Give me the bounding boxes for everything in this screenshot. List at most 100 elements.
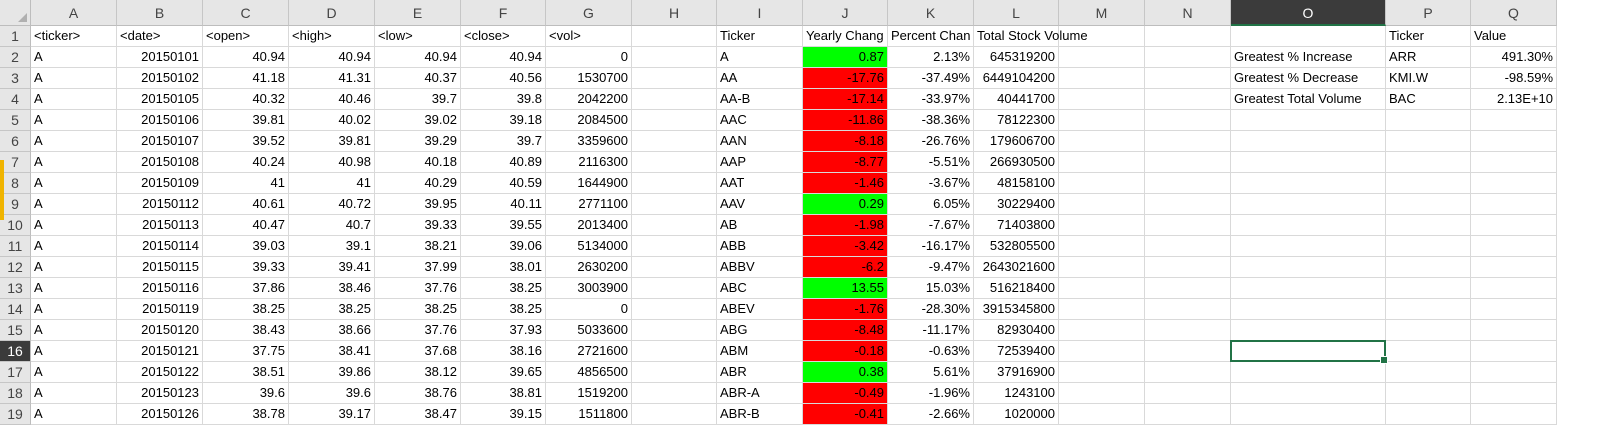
cell-m12[interactable] xyxy=(1059,257,1145,278)
data-cell-c[interactable]: 38.25 xyxy=(203,299,289,320)
column-header-c[interactable]: C xyxy=(203,0,289,26)
data-cell-f[interactable]: 40.11 xyxy=(461,194,546,215)
column-header-l[interactable]: L xyxy=(974,0,1059,26)
cell-o6[interactable] xyxy=(1231,131,1386,152)
row-header-5[interactable]: 5 xyxy=(0,110,31,131)
cell-o8[interactable] xyxy=(1231,173,1386,194)
data-cell-a[interactable]: A xyxy=(31,173,117,194)
data-cell-c[interactable]: 37.75 xyxy=(203,341,289,362)
data-cell-c[interactable]: 41 xyxy=(203,173,289,194)
cell-n16[interactable] xyxy=(1145,341,1231,362)
data-cell-f[interactable]: 38.16 xyxy=(461,341,546,362)
data-cell-c[interactable]: 40.32 xyxy=(203,89,289,110)
data-cell-e[interactable]: 39.29 xyxy=(375,131,461,152)
row-header-16[interactable]: 16 xyxy=(0,341,31,362)
data-cell-d[interactable]: 38.66 xyxy=(289,320,375,341)
cell-q18[interactable] xyxy=(1471,383,1557,404)
header-cell-e[interactable]: <low> xyxy=(375,26,461,47)
cell-q12[interactable] xyxy=(1471,257,1557,278)
data-cell-d[interactable]: 39.6 xyxy=(289,383,375,404)
data-cell-e[interactable]: 39.33 xyxy=(375,215,461,236)
cell-m19[interactable] xyxy=(1059,404,1145,425)
greatest-value-cell[interactable]: 2.13E+10 xyxy=(1471,89,1557,110)
data-cell-f[interactable]: 39.55 xyxy=(461,215,546,236)
cell-p6[interactable] xyxy=(1386,131,1471,152)
yearly-change-cell[interactable]: -6.2 xyxy=(803,257,888,278)
data-cell-d[interactable]: 40.46 xyxy=(289,89,375,110)
cell-o1[interactable] xyxy=(1231,26,1386,47)
greatest-ticker-cell[interactable]: ARR xyxy=(1386,47,1471,68)
data-cell-a[interactable]: A xyxy=(31,257,117,278)
column-header-m[interactable]: M xyxy=(1059,0,1145,26)
header-cell-b[interactable]: <date> xyxy=(117,26,203,47)
data-cell-f[interactable]: 38.01 xyxy=(461,257,546,278)
cell-h8[interactable] xyxy=(632,173,717,194)
row-header-13[interactable]: 13 xyxy=(0,278,31,299)
row-header-10[interactable]: 10 xyxy=(0,215,31,236)
cell-n12[interactable] xyxy=(1145,257,1231,278)
data-cell-a[interactable]: A xyxy=(31,299,117,320)
data-cell-g[interactable]: 0 xyxy=(546,47,632,68)
data-cell-a[interactable]: A xyxy=(31,383,117,404)
total-volume-cell[interactable]: 72539400 xyxy=(974,341,1059,362)
header-cell-c[interactable]: <open> xyxy=(203,26,289,47)
summary-ticker-cell[interactable]: ABM xyxy=(717,341,803,362)
column-header-n[interactable]: N xyxy=(1145,0,1231,26)
data-cell-d[interactable]: 40.7 xyxy=(289,215,375,236)
percent-change-cell[interactable]: 15.03% xyxy=(888,278,974,299)
data-cell-a[interactable]: A xyxy=(31,68,117,89)
cell-o5[interactable] xyxy=(1231,110,1386,131)
data-cell-c[interactable]: 37.86 xyxy=(203,278,289,299)
total-volume-cell[interactable]: 2643021600 xyxy=(974,257,1059,278)
greatest-value-cell[interactable]: 491.30% xyxy=(1471,47,1557,68)
percent-change-cell[interactable]: -28.30% xyxy=(888,299,974,320)
greatest-ticker-cell[interactable]: KMI.W xyxy=(1386,68,1471,89)
data-cell-f[interactable]: 40.94 xyxy=(461,47,546,68)
data-cell-f[interactable]: 40.56 xyxy=(461,68,546,89)
total-volume-cell[interactable]: 82930400 xyxy=(974,320,1059,341)
cell-q15[interactable] xyxy=(1471,320,1557,341)
percent-change-cell[interactable]: 6.05% xyxy=(888,194,974,215)
summary-ticker-cell[interactable]: AB xyxy=(717,215,803,236)
data-cell-e[interactable]: 37.76 xyxy=(375,278,461,299)
data-cell-c[interactable]: 40.94 xyxy=(203,47,289,68)
summary-ticker-cell[interactable]: ABB xyxy=(717,236,803,257)
data-cell-b[interactable]: 20150121 xyxy=(117,341,203,362)
cell-q8[interactable] xyxy=(1471,173,1557,194)
cell-p11[interactable] xyxy=(1386,236,1471,257)
cell-q11[interactable] xyxy=(1471,236,1557,257)
data-cell-c[interactable]: 40.61 xyxy=(203,194,289,215)
data-cell-g[interactable]: 0 xyxy=(546,299,632,320)
cell-h7[interactable] xyxy=(632,152,717,173)
cell-o11[interactable] xyxy=(1231,236,1386,257)
data-cell-f[interactable]: 38.25 xyxy=(461,278,546,299)
percent-change-cell[interactable]: 2.13% xyxy=(888,47,974,68)
column-header-a[interactable]: A xyxy=(31,0,117,26)
total-volume-cell[interactable]: 266930500 xyxy=(974,152,1059,173)
cell-m17[interactable] xyxy=(1059,362,1145,383)
cell-p12[interactable] xyxy=(1386,257,1471,278)
cell-n19[interactable] xyxy=(1145,404,1231,425)
summary-ticker-cell[interactable]: AAP xyxy=(717,152,803,173)
column-header-k[interactable]: K xyxy=(888,0,974,26)
row-header-14[interactable]: 14 xyxy=(0,299,31,320)
yearly-change-cell[interactable]: -8.48 xyxy=(803,320,888,341)
data-cell-b[interactable]: 20150114 xyxy=(117,236,203,257)
data-cell-b[interactable]: 20150107 xyxy=(117,131,203,152)
yearly-change-cell[interactable]: 0.29 xyxy=(803,194,888,215)
data-cell-f[interactable]: 38.25 xyxy=(461,299,546,320)
data-cell-d[interactable]: 39.86 xyxy=(289,362,375,383)
data-cell-b[interactable]: 20150120 xyxy=(117,320,203,341)
cell-h18[interactable] xyxy=(632,383,717,404)
cell-h15[interactable] xyxy=(632,320,717,341)
column-header-b[interactable]: B xyxy=(117,0,203,26)
cell-n11[interactable] xyxy=(1145,236,1231,257)
cell-p15[interactable] xyxy=(1386,320,1471,341)
data-cell-b[interactable]: 20150113 xyxy=(117,215,203,236)
data-cell-c[interactable]: 40.47 xyxy=(203,215,289,236)
cell-n4[interactable] xyxy=(1145,89,1231,110)
cell-q10[interactable] xyxy=(1471,215,1557,236)
data-cell-b[interactable]: 20150122 xyxy=(117,362,203,383)
header-cell-l[interactable]: Total Stock Volume xyxy=(974,26,1088,47)
data-cell-f[interactable]: 40.59 xyxy=(461,173,546,194)
